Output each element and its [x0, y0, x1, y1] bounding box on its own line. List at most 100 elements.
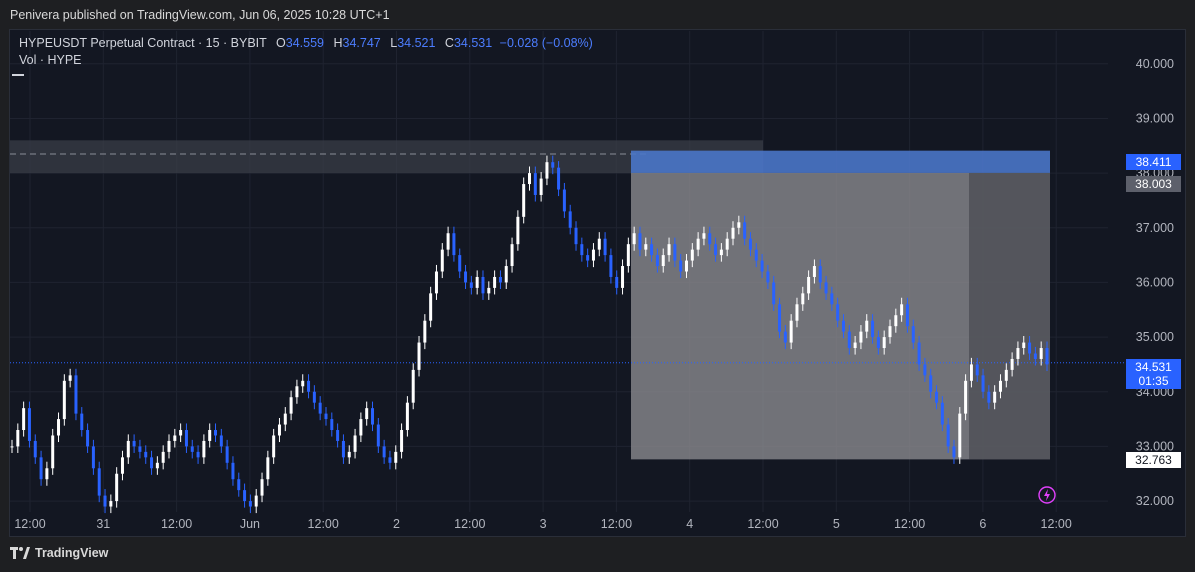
candle-body: [807, 276, 811, 294]
candle-body: [725, 238, 729, 250]
y-tick-label: 33.000: [1136, 439, 1174, 453]
candle-body: [39, 457, 43, 480]
y-tick-label: 37.000: [1136, 221, 1174, 235]
candle-body: [673, 244, 677, 261]
candle-body: [91, 446, 95, 469]
lightning-icon[interactable]: [1038, 486, 1056, 504]
candle-body: [452, 233, 456, 256]
candle-series: [10, 155, 1049, 514]
candle-body: [347, 451, 351, 458]
candle-body: [132, 440, 136, 447]
candle-body: [801, 293, 805, 305]
candle-body: [254, 495, 258, 507]
candle-body: [516, 216, 520, 245]
candle-body: [510, 244, 514, 267]
candle-body: [778, 304, 782, 332]
candle-body: [557, 167, 561, 190]
symbol-label[interactable]: HYPEUSDT Perpetual Contract · 15 · BYBIT: [19, 36, 267, 50]
candle-body: [882, 337, 886, 349]
candle-body: [940, 402, 944, 425]
price-axis: 32.00033.00034.00035.00036.00037.00038.0…: [1136, 57, 1174, 508]
y-tick-label: 35.000: [1136, 330, 1174, 344]
candle-body: [644, 244, 648, 250]
candle-body: [214, 430, 218, 436]
time-axis: 12:00 31 12:00 Jun 12:00 2 12:00 3 12:00 4 12:00 5 1…: [14, 517, 1072, 531]
candle-body: [987, 391, 991, 403]
candle-body: [964, 380, 968, 414]
candle-body: [283, 413, 287, 425]
x-tick-label: 3: [540, 517, 547, 531]
candle-body: [167, 440, 171, 452]
candle-body: [586, 255, 590, 261]
candle-body: [440, 249, 444, 272]
candle-body: [359, 419, 363, 436]
candle-body: [109, 501, 113, 507]
candle-body: [504, 266, 508, 283]
candle-body: [115, 473, 119, 502]
candle-body: [243, 490, 247, 502]
candle-body: [545, 162, 549, 179]
candle-body: [621, 266, 625, 288]
candle-body: [1028, 342, 1032, 354]
candle-body: [847, 331, 851, 349]
candle-body: [923, 364, 927, 376]
candle-body: [97, 468, 101, 496]
candle-body: [539, 178, 543, 195]
candle-body: [51, 435, 55, 469]
candle-body: [975, 364, 979, 376]
candle-body: [434, 271, 438, 294]
x-tick-label: 12:00: [1041, 517, 1072, 531]
candle-body: [626, 244, 630, 267]
volume-legend[interactable]: Vol · HYPE: [19, 53, 82, 67]
candle-body: [400, 430, 404, 452]
x-tick-label: 6: [979, 517, 986, 531]
current-price-badge: 34.531 01:35: [1126, 359, 1181, 389]
candle-body: [411, 369, 415, 403]
candle-body: [353, 435, 357, 452]
candle-body: [615, 276, 619, 288]
candle-body: [219, 435, 223, 447]
x-tick-label: 4: [686, 517, 693, 531]
footer: TradingView: [10, 546, 108, 560]
stop-zone-shade: [969, 172, 1050, 460]
candle-body: [45, 468, 49, 480]
candle-body: [196, 451, 200, 458]
bar-countdown: 01:35: [1138, 374, 1169, 388]
candle-body: [533, 173, 537, 195]
candle-body: [981, 375, 985, 392]
candle-body: [836, 304, 840, 321]
candle-body: [667, 244, 671, 256]
candle-body: [74, 375, 78, 414]
candle-body: [1039, 348, 1043, 359]
candle-body: [33, 440, 37, 458]
candle-body: [248, 501, 252, 507]
candle-body: [208, 430, 212, 441]
candle-body: [830, 293, 834, 305]
candle-body: [905, 304, 909, 327]
candle-body: [591, 249, 595, 261]
candle-body: [859, 331, 863, 343]
candle-body: [405, 402, 409, 431]
candle-body: [562, 189, 566, 212]
y-tick-label: 36.000: [1136, 275, 1174, 289]
low-value: 34.521: [397, 36, 436, 50]
candle-body: [429, 293, 433, 321]
x-tick-label: 12:00: [14, 517, 45, 531]
candle-body: [935, 391, 939, 403]
candle-body: [748, 238, 752, 250]
candle-body: [946, 424, 950, 447]
y-tick-label: 40.000: [1136, 57, 1174, 71]
candle-body: [719, 249, 723, 256]
collapse-legend-icon[interactable]: [12, 74, 24, 76]
target-zone: [631, 150, 1050, 173]
candle-body: [743, 222, 747, 239]
candle-body: [173, 435, 177, 441]
candle-body: [202, 440, 206, 458]
candle-body: [57, 419, 61, 436]
candle-body: [876, 337, 880, 349]
candle-body: [179, 430, 183, 436]
publisher-banner: Penivera published on TradingView.com, J…: [10, 8, 390, 22]
candle-body: [272, 435, 276, 458]
x-tick-label: 12:00: [894, 517, 925, 531]
